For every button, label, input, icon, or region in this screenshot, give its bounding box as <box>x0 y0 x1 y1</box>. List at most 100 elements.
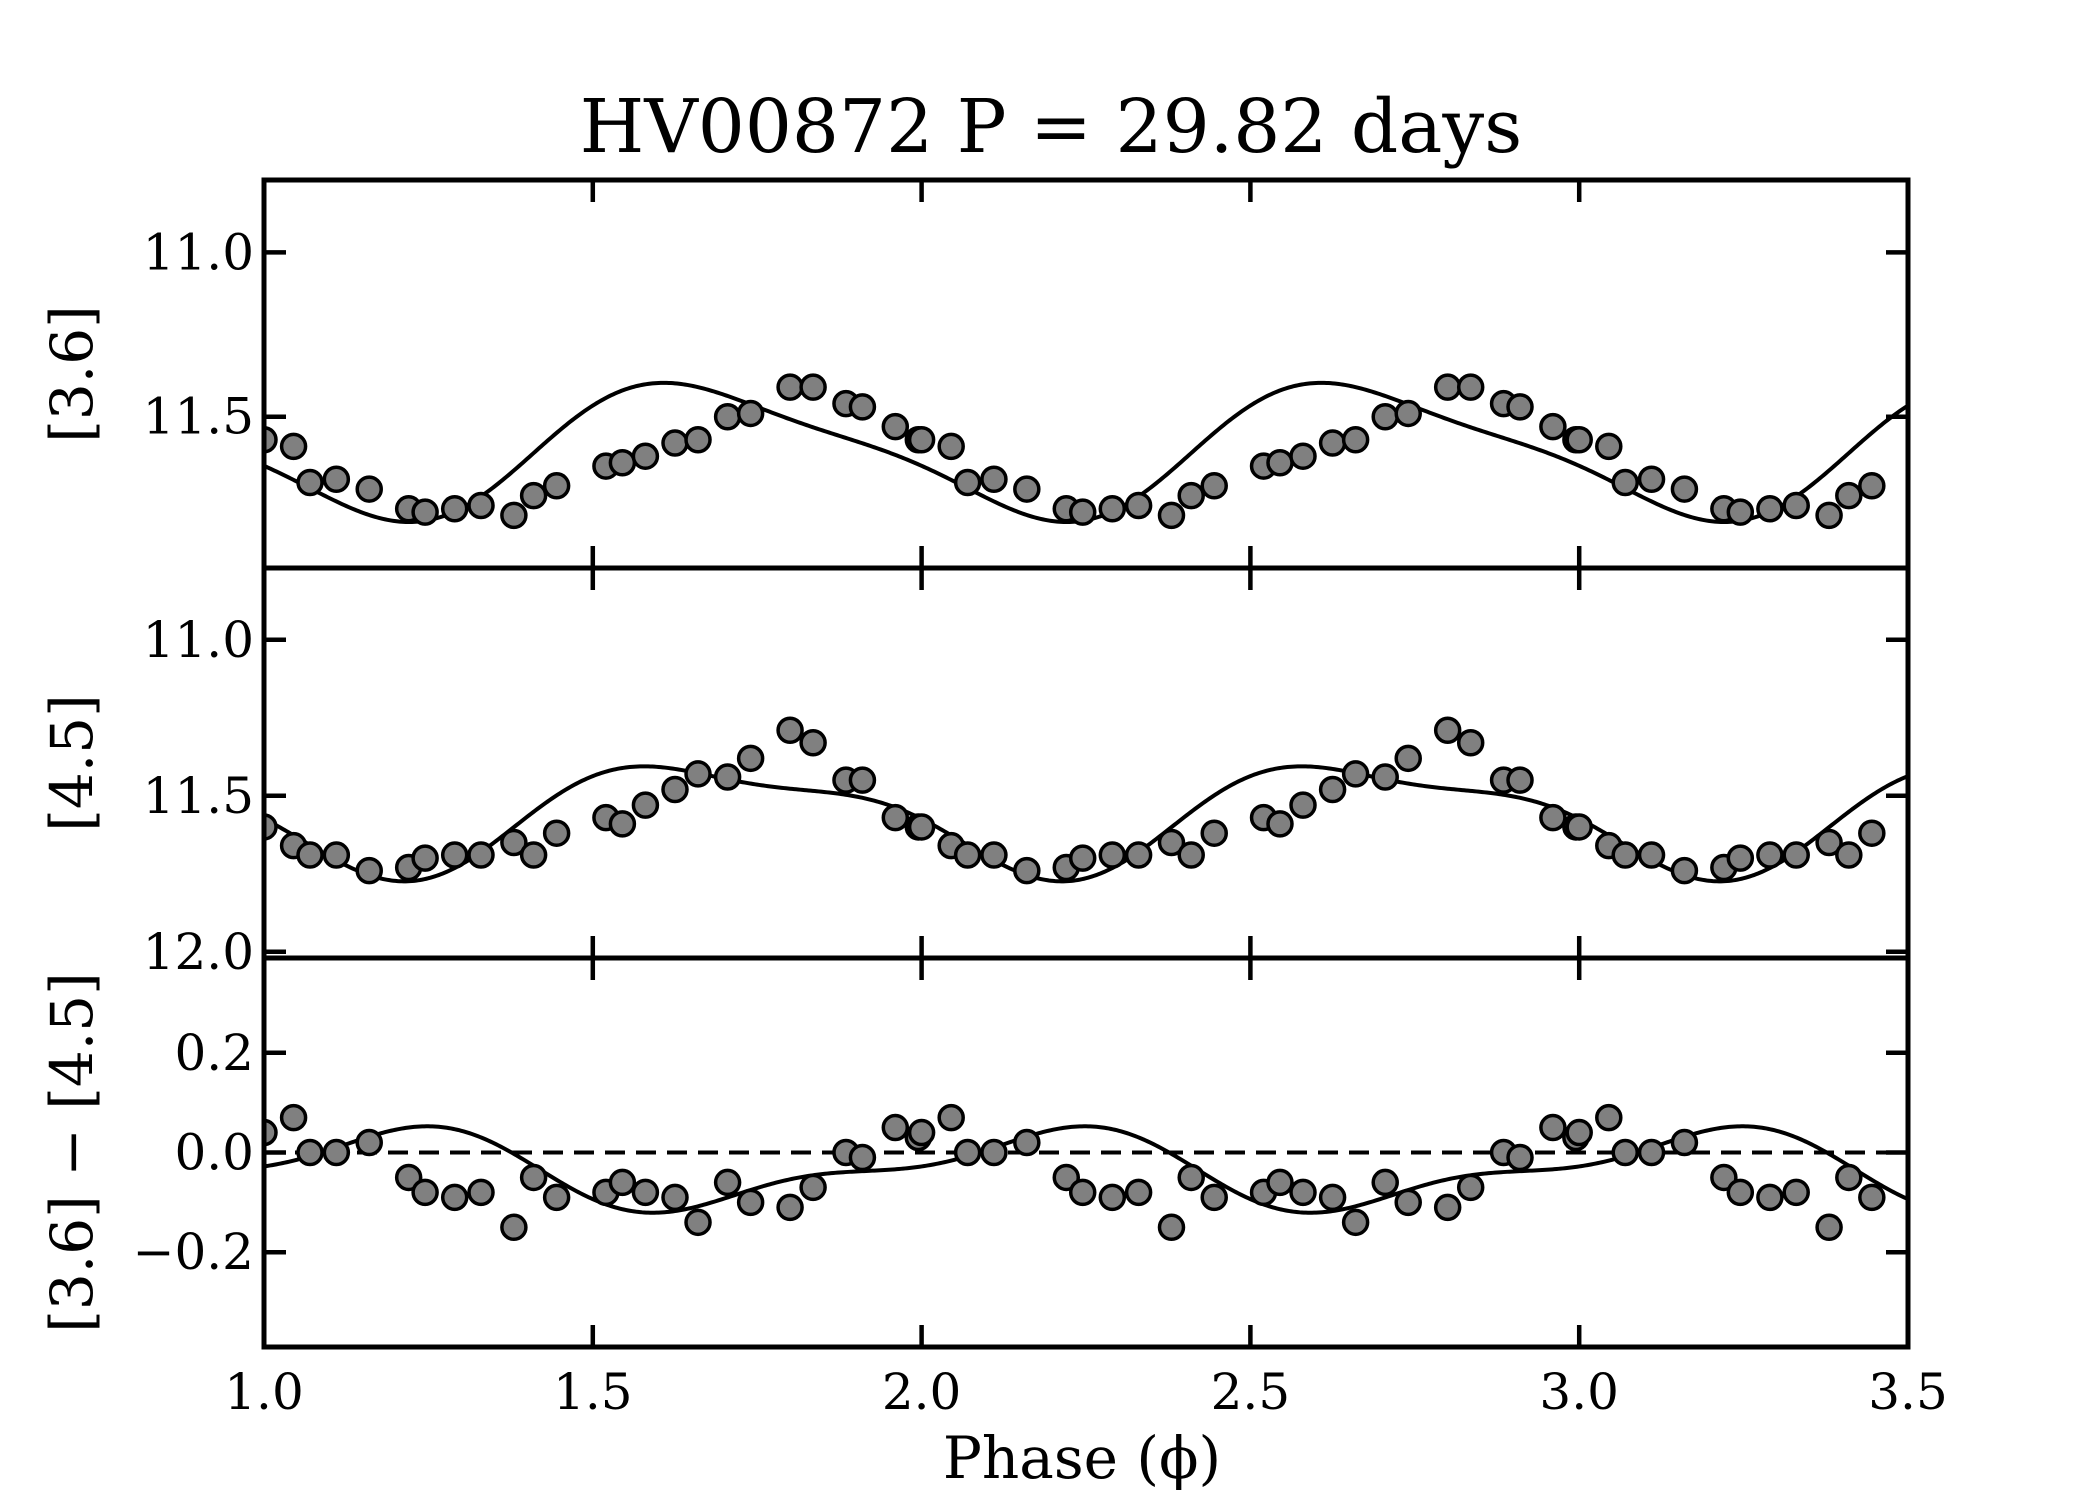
data-point <box>1341 426 1370 454</box>
data-point <box>322 841 351 869</box>
data-point <box>1371 403 1399 431</box>
data-point <box>264 813 278 841</box>
data-point <box>1595 1103 1623 1132</box>
data-point <box>1637 465 1666 493</box>
data-points <box>264 373 1908 530</box>
data-point <box>1782 841 1810 869</box>
data-point <box>1371 763 1399 791</box>
data-point <box>467 1178 495 1207</box>
data-point <box>1289 791 1317 819</box>
data-point <box>1726 844 1755 872</box>
y-tick-label: 11.5 <box>143 388 254 446</box>
data-point <box>1506 1143 1534 1172</box>
axes-frame <box>261 565 1911 961</box>
data-point <box>713 1168 742 1197</box>
y-tick-label: −0.2 <box>133 1223 254 1281</box>
data-point <box>1907 813 1908 822</box>
data-point <box>322 465 351 493</box>
data-point <box>1068 498 1097 526</box>
data-point <box>1157 1213 1186 1242</box>
data-point <box>1595 432 1623 461</box>
data-point <box>1266 810 1294 838</box>
data-point <box>542 472 571 500</box>
data-point <box>953 841 982 869</box>
data-point <box>907 813 936 841</box>
panel-color: −0.2 0.0 0.2 [3.6] − [4.5] <box>38 955 1911 1350</box>
x-axis-label: Phase (ϕ) <box>943 1424 1221 1492</box>
data-point <box>1506 393 1534 421</box>
data-point <box>1858 1183 1886 1212</box>
data-point <box>264 426 278 454</box>
data-point <box>1341 1208 1370 1237</box>
data-point <box>1124 1178 1153 1207</box>
data-point <box>296 841 324 869</box>
data-point <box>1068 844 1097 872</box>
data-point <box>1394 399 1422 428</box>
data-point <box>1124 491 1153 520</box>
x-tick-label: 1.0 <box>224 1363 304 1421</box>
data-point <box>1670 1128 1699 1157</box>
data-point <box>355 856 383 885</box>
data-point <box>440 495 469 523</box>
data-point <box>1539 412 1567 441</box>
data-point <box>1611 1138 1639 1167</box>
data-point <box>1835 1163 1863 1192</box>
data-point <box>467 841 495 869</box>
data-point <box>519 481 548 510</box>
data-point <box>1506 766 1534 794</box>
data-point <box>608 1168 637 1197</box>
data-point <box>1456 373 1485 401</box>
data-point <box>1907 462 1908 471</box>
data-point <box>1456 1173 1485 1202</box>
data-point <box>1098 841 1127 869</box>
data-point <box>1318 429 1347 457</box>
data-point <box>1637 1138 1666 1167</box>
y-tick-label: 0.2 <box>174 1024 254 1082</box>
data-point <box>684 760 712 788</box>
data-point <box>411 498 439 526</box>
data-point <box>1013 475 1041 503</box>
data-point <box>848 766 877 794</box>
data-point <box>1670 475 1699 503</box>
data-point <box>1052 1163 1081 1192</box>
data-point <box>907 426 936 454</box>
data-point <box>980 465 1008 493</box>
data-point <box>1394 744 1422 773</box>
data-point <box>953 468 982 497</box>
y-axis-label: [3.6] − [4.5] <box>38 972 106 1332</box>
x-tick-label: 3.5 <box>1868 1363 1948 1421</box>
data-point <box>736 399 765 428</box>
data-point <box>684 1208 712 1237</box>
data-point <box>322 1138 351 1167</box>
data-point <box>776 716 804 744</box>
data-point <box>500 1213 528 1242</box>
data-point <box>1371 1168 1399 1197</box>
data-point <box>1266 449 1294 477</box>
data-point <box>661 775 689 804</box>
data-point <box>1157 501 1186 530</box>
chart-title: HV00872 P = 29.82 days <box>580 84 1522 170</box>
data-point <box>1456 728 1485 757</box>
data-point <box>661 1183 689 1212</box>
data-point <box>1815 501 1843 530</box>
data-point <box>661 429 689 457</box>
data-points <box>264 716 1908 885</box>
data-point <box>542 819 571 847</box>
data-point <box>1782 1178 1810 1207</box>
data-point <box>631 1178 660 1207</box>
data-point <box>1013 1128 1041 1157</box>
y-axis-label: [4.5] <box>38 694 106 832</box>
data-point <box>1341 760 1370 788</box>
data-point <box>279 1103 308 1132</box>
data-point <box>411 844 439 872</box>
data-point <box>1289 442 1317 470</box>
data-point <box>631 791 660 819</box>
data-point <box>1318 775 1347 804</box>
data-point <box>394 1163 423 1192</box>
data-point <box>684 426 712 454</box>
data-point <box>1835 481 1863 510</box>
panel-p45: 11.0 11.5 12.0 [4.5] <box>38 565 1911 981</box>
data-point <box>1539 803 1567 832</box>
